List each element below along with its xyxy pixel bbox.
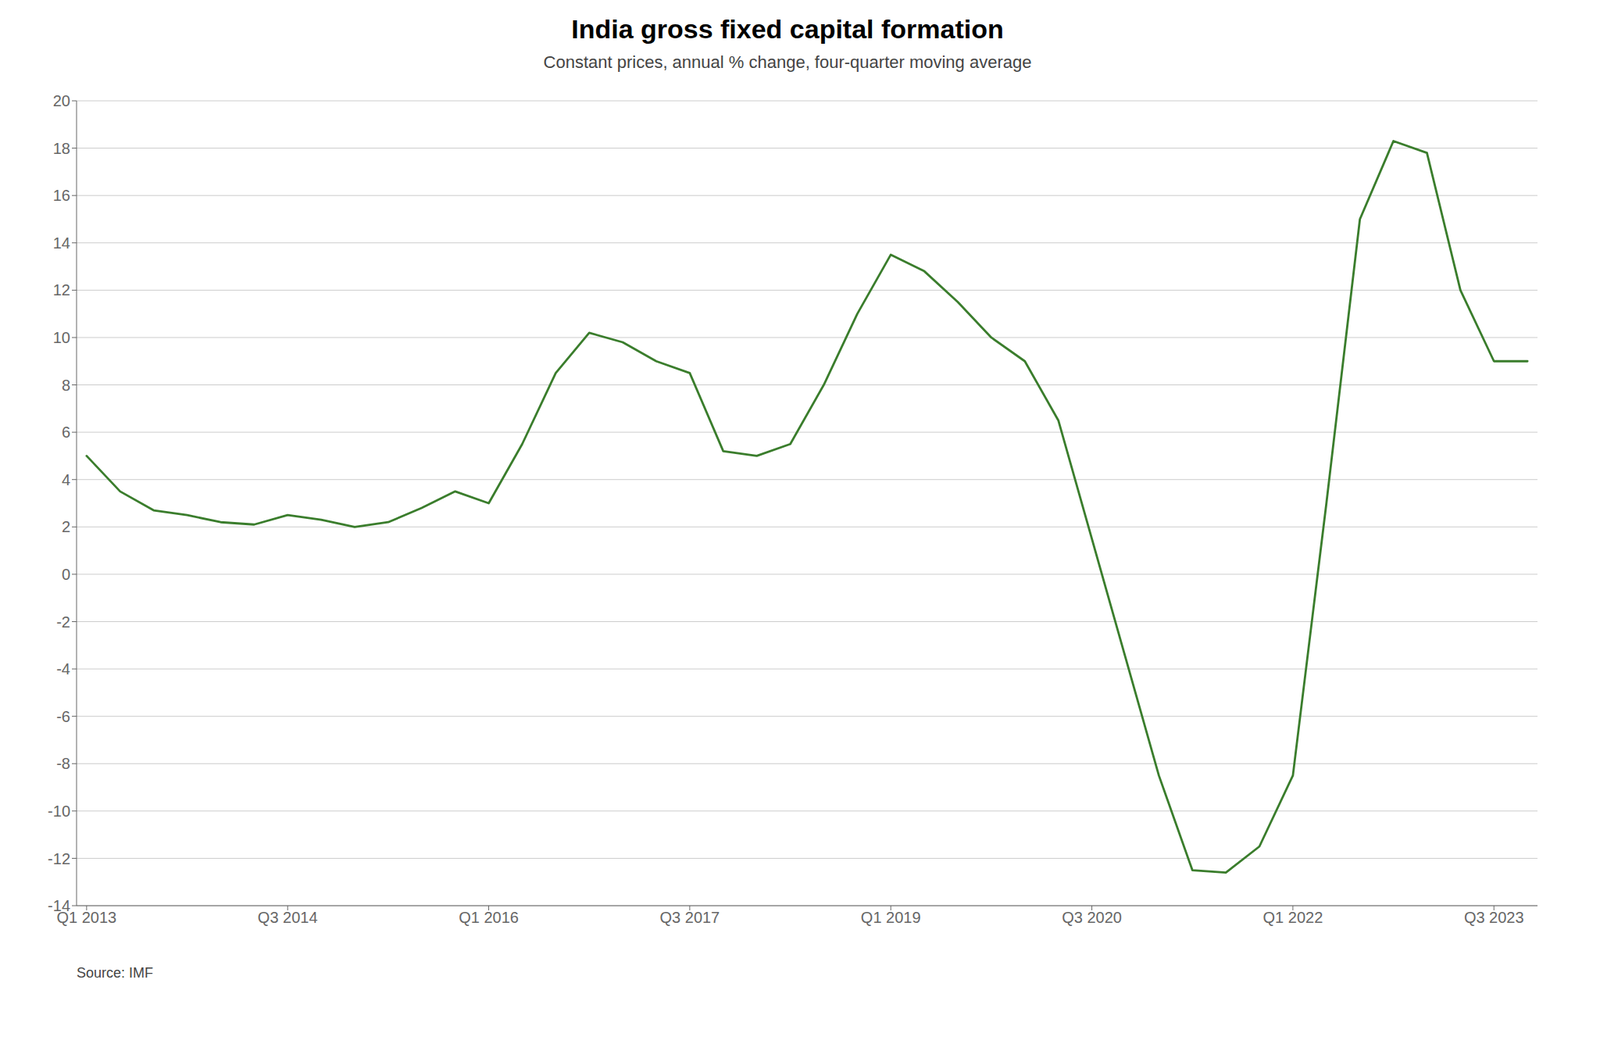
svg-text:12: 12 xyxy=(53,281,71,299)
svg-text:Q1 2013: Q1 2013 xyxy=(56,908,117,926)
html-text:Source: IMF: Source: IMF xyxy=(76,964,154,981)
svg-text:Q3 2020: Q3 2020 xyxy=(1061,908,1122,926)
svg-text:-2: -2 xyxy=(56,613,71,631)
svg-text:6: 6 xyxy=(61,423,71,441)
svg-text:-4: -4 xyxy=(56,660,71,678)
svg-text:2: 2 xyxy=(61,517,71,536)
svg-text:0: 0 xyxy=(61,565,71,583)
svg-text:14: 14 xyxy=(53,234,71,252)
svg-text:Q1 2019: Q1 2019 xyxy=(860,908,922,926)
svg-text:10: 10 xyxy=(53,328,71,347)
svg-text:16: 16 xyxy=(53,186,71,204)
svg-text:-6: -6 xyxy=(56,707,71,725)
svg-text:-12: -12 xyxy=(47,850,71,868)
svg-text:-14: -14 xyxy=(47,896,71,915)
svg-text:20: 20 xyxy=(53,92,71,110)
svg-text:Q3 2014: Q3 2014 xyxy=(257,908,318,926)
svg-text:4: 4 xyxy=(61,471,71,489)
svg-text:18: 18 xyxy=(53,139,71,158)
svg-text:Q3 2023: Q3 2023 xyxy=(1464,908,1525,926)
svg-text:-8: -8 xyxy=(56,754,71,772)
svg-text:8: 8 xyxy=(61,376,71,394)
html-text:Constant prices, annual % chan: Constant prices, annual % change, four-q… xyxy=(543,52,1032,72)
html-text:India gross fixed capital form: India gross fixed capital formation xyxy=(571,14,1004,44)
svg-text:-10: -10 xyxy=(47,802,71,820)
svg-text:Q1 2022: Q1 2022 xyxy=(1263,908,1324,926)
svg-text:Q1 2016: Q1 2016 xyxy=(458,908,519,926)
svg-text:Q3 2017: Q3 2017 xyxy=(660,908,721,926)
